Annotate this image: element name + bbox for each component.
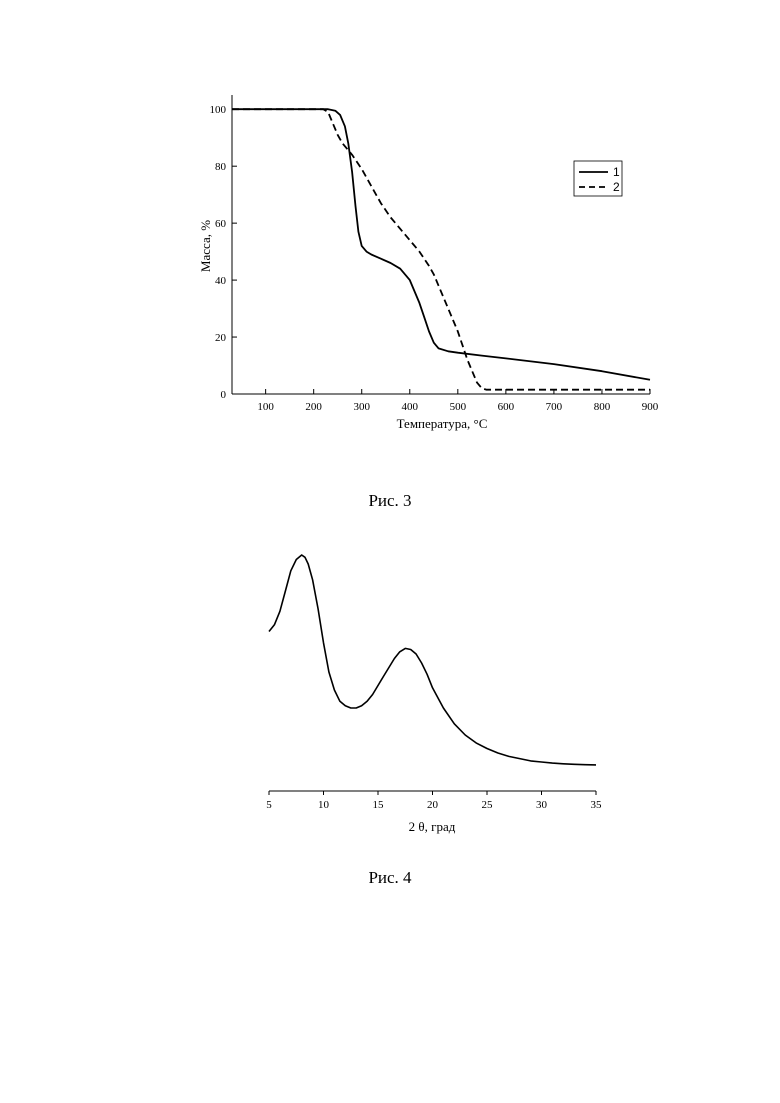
tga-x-tick-label: 900 (642, 401, 659, 413)
tga-x-tick-label: 600 (498, 401, 515, 413)
xrd-chart: 5 10 15 20 25 30 35 2 θ, град (0, 540, 780, 840)
tga-x-tick-label: 300 (353, 401, 370, 413)
tga-y-tick-label: 60 (215, 218, 227, 230)
xrd-series-group (269, 555, 596, 765)
tga-x-tick-label: 400 (402, 401, 419, 413)
tga-chart: 0 20 40 60 80 100 100 200 300 400 500 600 700 800 900… (0, 80, 780, 440)
tga-y-tick-label: 40 (215, 275, 227, 287)
tga-legend-label-2: 2 (613, 180, 620, 194)
xrd-x-tick-label: 35 (591, 799, 603, 811)
tga-legend-label-1: 1 (613, 165, 620, 179)
xrd-x-tick-label: 30 (536, 799, 548, 811)
figure-3-caption: Рис. 3 (0, 491, 780, 511)
xrd-x-axis-label: 2 θ, град (409, 819, 456, 834)
xrd-x-tick-label: 15 (373, 799, 385, 811)
tga-y-tick-label: 100 (210, 104, 227, 116)
tga-y-ticks: 0 20 40 60 80 100 (210, 104, 238, 401)
tga-legend: 1 2 (574, 161, 622, 196)
tga-x-tick-label: 100 (257, 401, 274, 413)
figure-4-caption: Рис. 4 (0, 868, 780, 888)
tga-series-group (232, 109, 650, 390)
tga-x-tick-label: 500 (450, 401, 467, 413)
tga-y-tick-label: 20 (215, 332, 227, 344)
tga-x-tick-label: 700 (546, 401, 563, 413)
xrd-x-tick-label: 5 (266, 799, 272, 811)
tga-x-tick-label: 200 (305, 401, 322, 413)
tga-y-tick-label: 80 (215, 161, 227, 173)
xrd-x-tick-label: 10 (318, 799, 330, 811)
xrd-x-ticks: 5 10 15 20 25 30 35 (266, 791, 602, 811)
tga-series-2-line (232, 109, 650, 390)
tga-y-tick-label: 0 (221, 389, 227, 401)
tga-x-tick-label: 800 (594, 401, 611, 413)
xrd-x-tick-label: 20 (427, 799, 439, 811)
tga-x-ticks: 100 200 300 400 500 600 700 800 900 (257, 389, 658, 413)
tga-x-axis-label: Температура, °C (397, 416, 488, 431)
tga-series-1-line (232, 109, 650, 380)
tga-y-axis-label: Масса, % (198, 220, 213, 272)
xrd-x-tick-label: 25 (482, 799, 494, 811)
xrd-series-line (269, 555, 596, 765)
